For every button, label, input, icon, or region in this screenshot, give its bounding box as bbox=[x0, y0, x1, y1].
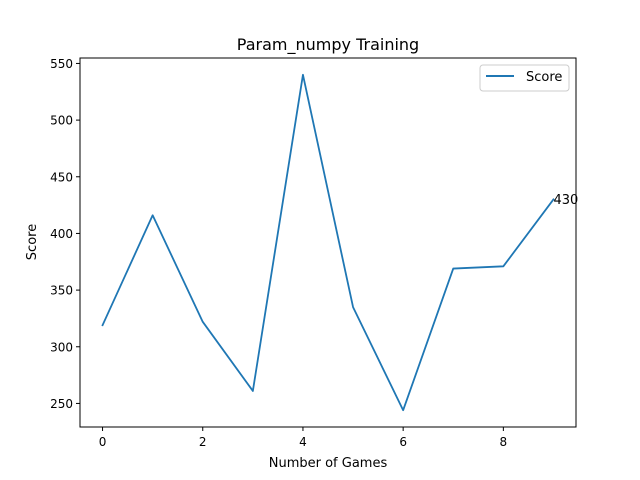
legend-label-score: Score bbox=[526, 70, 562, 85]
data-annotation: 430 bbox=[553, 193, 578, 208]
y-tick-label: 550 bbox=[50, 57, 73, 71]
chart-title: Param_numpy Training bbox=[237, 35, 419, 55]
x-axis-label: Number of Games bbox=[269, 456, 388, 471]
y-tick-label: 400 bbox=[50, 227, 73, 241]
y-tick-label: 500 bbox=[50, 114, 73, 128]
x-tick-label: 2 bbox=[199, 435, 207, 449]
y-axis-label: Score bbox=[25, 224, 40, 260]
y-tick-label: 350 bbox=[50, 284, 73, 298]
legend-box bbox=[479, 64, 570, 92]
y-tick-label: 450 bbox=[50, 170, 73, 184]
legend: Score bbox=[479, 64, 570, 92]
x-tick-label: 6 bbox=[399, 435, 407, 449]
x-tick-label: 4 bbox=[299, 435, 307, 449]
series-line-score bbox=[101, 73, 555, 412]
y-tick-label: 250 bbox=[50, 397, 73, 411]
y-tick-label: 300 bbox=[50, 340, 73, 354]
plot-marks bbox=[101, 73, 555, 412]
x-tick-label: 0 bbox=[99, 435, 107, 449]
y-axis-ticks: 250 300 350 400 450 500 550 bbox=[50, 57, 80, 411]
x-axis-ticks: 0 2 4 6 8 bbox=[99, 427, 507, 449]
plot-area-frame bbox=[79, 57, 577, 428]
x-tick-label: 8 bbox=[500, 435, 508, 449]
